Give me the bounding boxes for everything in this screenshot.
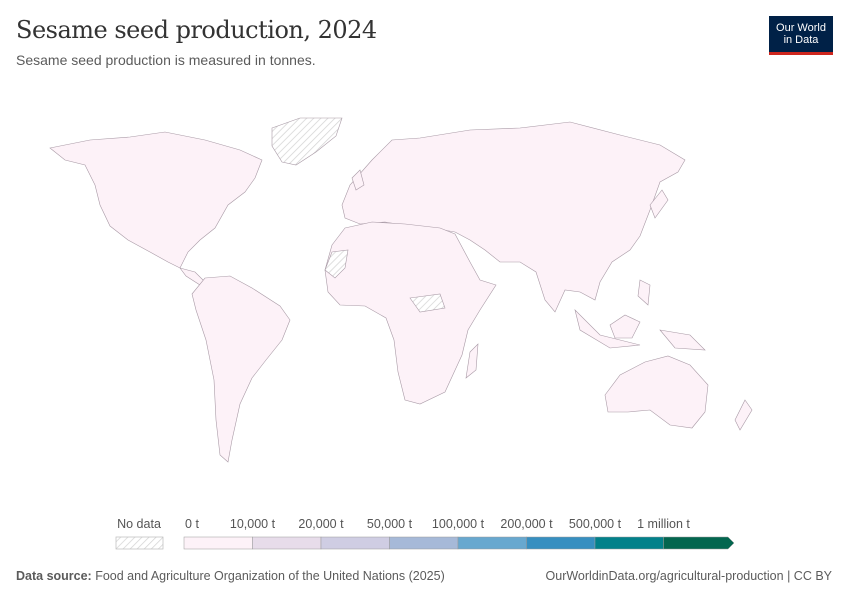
footer-source: Data source: Food and Agriculture Organi…	[16, 569, 445, 583]
new-guinea[interactable]	[659, 329, 706, 351]
legend-bar	[115, 536, 735, 550]
legend-bin-2[interactable]	[320, 536, 390, 550]
legend-tick-label: 20,000 t	[298, 517, 344, 531]
legend-tick-label: 10,000 t	[229, 517, 276, 531]
legend-bin-4[interactable]	[457, 536, 527, 550]
madagascar[interactable]	[465, 343, 479, 379]
chart-title: Sesame seed production, 2024	[16, 16, 377, 44]
greenland[interactable]	[271, 117, 343, 166]
south-america[interactable]	[191, 275, 291, 463]
logo-line-2: in Data	[783, 34, 819, 46]
new-zealand[interactable]	[734, 399, 753, 431]
legend-bin-6[interactable]	[594, 536, 664, 550]
source-link[interactable]: OurWorldinData.org/agricultural-producti…	[545, 569, 784, 583]
source-text: Food and Agriculture Organization of the…	[95, 569, 445, 583]
philippines[interactable]	[637, 279, 651, 306]
north-america[interactable]	[49, 131, 263, 269]
legend-bin-1[interactable]	[252, 536, 322, 550]
legend-tick-label: 1 million t	[637, 517, 690, 531]
legend-bin-5[interactable]	[526, 536, 596, 550]
legend-bin-0[interactable]	[183, 536, 253, 550]
chart-subtitle: Sesame seed production is measured in to…	[16, 52, 316, 68]
world-map[interactable]	[0, 90, 850, 510]
western-sahara[interactable]	[324, 249, 349, 279]
legend-no-data-swatch	[115, 536, 164, 550]
logo-line-1: Our World	[776, 22, 826, 34]
legend-tick-label: 200,000 t	[500, 517, 553, 531]
owid-logo[interactable]: Our World in Data	[769, 16, 833, 55]
legend-bin-3[interactable]	[389, 536, 459, 550]
south-sudan-region[interactable]	[409, 293, 446, 313]
source-label: Data source:	[16, 569, 92, 583]
legend-tick-label: 500,000 t	[568, 517, 622, 531]
footer-link: OurWorldinData.org/agricultural-producti…	[545, 569, 832, 583]
legend-tick-label: 100,000 t	[431, 517, 485, 531]
legend-no-data-label: No data	[117, 517, 161, 531]
indonesia-borneo[interactable]	[609, 314, 641, 339]
africa[interactable]	[324, 221, 497, 405]
uk-ireland[interactable]	[351, 169, 365, 191]
legend-tick-label: 50,000 t	[366, 517, 413, 531]
legend-bin-7[interactable]	[663, 536, 735, 550]
legend-tick-label: 0 t	[185, 517, 199, 531]
indonesia-sumatra-java[interactable]	[574, 309, 641, 349]
license-link[interactable]: CC BY	[793, 569, 832, 583]
australia[interactable]	[604, 355, 709, 429]
japan[interactable]	[649, 189, 669, 219]
